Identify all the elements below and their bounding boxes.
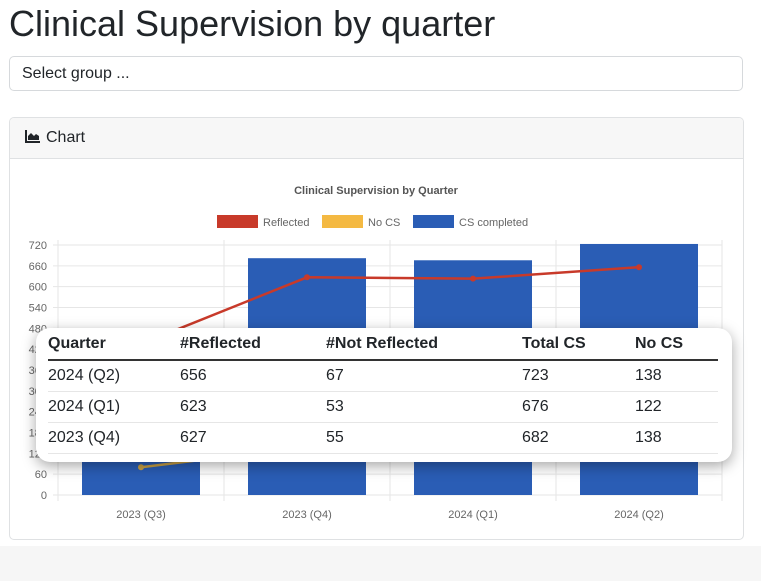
y-tick-label: 0 [41,490,47,502]
table-cell: 656 [180,360,326,392]
legend-swatch [413,215,454,228]
legend-label: Reflected [263,217,309,229]
x-tick-label: 2023 (Q4) [282,509,332,521]
column-header: No CS [635,328,718,361]
card-header: Chart [10,118,743,159]
line-point [470,275,476,282]
table-cell: 627 [180,422,326,454]
table-cell: 2024 (Q2) [48,360,180,392]
x-tick-label: 2024 (Q2) [614,509,664,521]
tooltip-table: Quarter #Reflected #Not Reflected Total CS N… [48,328,718,454]
chart-title: Clinical Supervision by Quarter [294,185,459,197]
area-chart-icon [25,129,41,148]
table-cell: 2024 (Q1) [48,391,180,423]
table-row: 2024 (Q2) 656 67 723 138 [48,360,718,392]
line-point [138,464,144,471]
legend-swatch [217,215,258,228]
y-tick-label: 60 [35,469,47,481]
table-cell: 676 [522,391,635,423]
x-tick-label: 2023 (Q3) [116,509,166,521]
page-footer-band [0,546,761,581]
legend-label: CS completed [459,217,528,229]
y-tick-label: 600 [29,282,47,294]
line-point [636,264,642,271]
table-cell: 138 [635,422,718,454]
card-header-label: Chart [46,129,86,146]
legend-label: No CS [368,217,400,229]
column-header: #Not Reflected [326,328,522,361]
y-tick-label: 660 [29,261,47,273]
y-tick-label: 540 [29,303,47,315]
column-header: Quarter [48,328,180,361]
table-row: 2023 (Q4) 627 55 682 138 [48,422,718,454]
chart-card: Chart [9,117,744,540]
table-row: 2024 (Q1) 623 53 676 122 [48,391,718,423]
table-cell: 138 [635,360,718,392]
table-cell: 723 [522,360,635,392]
line-series [140,265,640,346]
table-cell: 55 [326,422,522,454]
column-header: #Reflected [180,328,326,361]
table-cell: 682 [522,422,635,454]
table-cell: 122 [635,391,718,423]
line-point [304,274,310,281]
column-header: Total CS [522,328,635,361]
group-select[interactable]: Select group ... [9,56,743,91]
x-tick-label: 2024 (Q1) [448,509,498,521]
table-cell: 67 [326,360,522,392]
page-title: Clinical Supervision by quarter [9,3,496,44]
table-cell: 2023 (Q4) [48,422,180,454]
table-cell: 623 [180,391,326,423]
legend-swatch [322,215,363,228]
table-cell: 53 [326,391,522,423]
tooltip-table-popup: Quarter #Reflected #Not Reflected Total CS N… [36,328,732,462]
y-tick-label: 720 [29,240,47,252]
